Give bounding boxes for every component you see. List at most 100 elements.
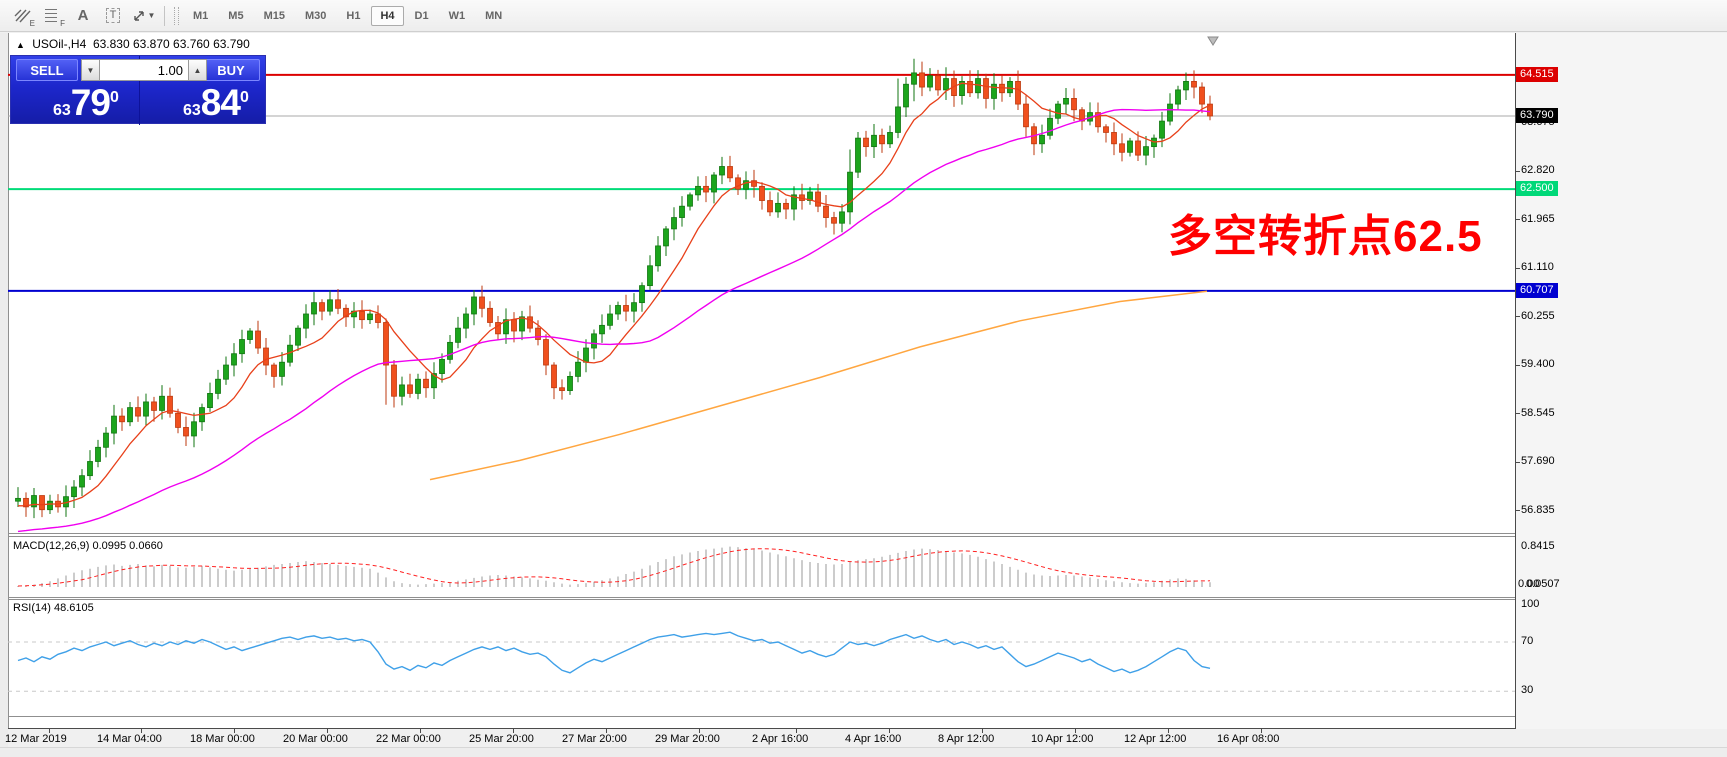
toolbar-drag-handle[interactable] [174, 6, 179, 25]
collapse-triangle-icon[interactable]: ▲ [16, 40, 25, 50]
time-tick-mark [513, 729, 514, 733]
price-tick-mark [1515, 364, 1520, 366]
price-tick-label: 62.820 [1521, 164, 1555, 177]
symbol-period-label: USOil-,H4 [32, 37, 87, 51]
chevron-down-icon: ▼ [147, 11, 156, 20]
time-tick-mark [1261, 729, 1262, 733]
price-tick-mark [1515, 219, 1520, 221]
buy-price-prefix: 63 [183, 102, 201, 119]
text-label-button[interactable]: A [68, 3, 98, 29]
price-tick-mark [1515, 461, 1520, 463]
rsi-label: RSI(14) 48.6105 [13, 602, 94, 614]
time-axis-label: 14 Mar 04:00 [97, 733, 162, 745]
time-axis-label: 2 Apr 16:00 [752, 733, 809, 745]
price-tick-label: 61.110 [1521, 261, 1554, 274]
time-axis-label: 18 Mar 00:00 [190, 733, 255, 745]
time-tick-mark [141, 729, 142, 733]
window-left-edge [0, 33, 8, 747]
time-tick-mark [234, 729, 235, 733]
text-box-button[interactable]: T [98, 3, 128, 29]
sell-price-sup: 0 [109, 89, 119, 106]
price-axis-background [1516, 33, 1727, 729]
time-tick-mark [1168, 729, 1169, 733]
timeframe-button-d1[interactable]: D1 [414, 9, 429, 22]
price-tick-mark [1515, 316, 1520, 318]
volume-increase-button[interactable]: ▲ [188, 59, 207, 81]
price-tick-label: 61.965 [1521, 212, 1555, 225]
timeframe-button-h4[interactable]: H4 [371, 5, 404, 26]
text-t-icon: T [105, 8, 121, 23]
macd-label: MACD(12,26,9) 0.0995 0.0660 [13, 540, 163, 552]
ohlc-quote-label: 63.830 63.870 63.760 63.790 [92, 37, 250, 51]
timeframe-button-mn[interactable]: MN [485, 9, 503, 22]
buy-price[interactable]: 63 84 0 [183, 82, 249, 123]
time-axis-label: 20 Mar 00:00 [283, 733, 348, 745]
time-tick-mark [327, 729, 328, 733]
time-tick-mark [796, 729, 797, 733]
shift-marker-icon[interactable] [1207, 36, 1219, 46]
candles-layer [15, 58, 1213, 519]
pane-borders [8, 533, 1515, 717]
chart-canvas [8, 36, 1515, 717]
sell-price-main: 79 [70, 82, 111, 123]
price-tick-label: 60.255 [1521, 309, 1555, 322]
macd-axis-overlap-label: 0.00 [1518, 578, 1540, 590]
time-axis-label: 8 Apr 12:00 [938, 733, 995, 745]
time-axis-label: 25 Mar 20:00 [469, 733, 534, 745]
timeframe-button-m1[interactable]: M1 [193, 9, 209, 22]
time-axis-label: 12 Mar 2019 [5, 733, 67, 745]
price-tick-label: 57.690 [1521, 455, 1555, 468]
timeframe-button-w1[interactable]: W1 [448, 9, 466, 22]
chart-background [8, 33, 1515, 729]
volume-input[interactable] [100, 59, 188, 81]
time-tick-mark [889, 729, 890, 733]
timeframe-button-m15[interactable]: M15 [263, 9, 285, 22]
macd-axis-top-label: 0.8415 [1521, 540, 1555, 552]
price-tick-label: 56.835 [1521, 503, 1555, 516]
macd-layer [17, 546, 1211, 587]
price-badge: 64.515 [1516, 66, 1558, 82]
grid-tool-button[interactable]: F [38, 3, 68, 29]
time-tick-mark [606, 729, 607, 733]
annotation-text: 多空转折点62.5 [1168, 212, 1483, 261]
timeframe-button-m30[interactable]: M30 [304, 9, 327, 22]
time-axis-label: 16 Apr 08:00 [1217, 733, 1280, 745]
one-click-trade-panel: SELL BUY ▼ ▲ 63 79 0 63 84 0 [10, 55, 266, 125]
sell-price[interactable]: 63 79 0 [53, 82, 119, 123]
arrows-icon [133, 10, 144, 21]
toolbar-separator [164, 5, 165, 26]
hatch-tool-button[interactable]: E [8, 3, 38, 29]
price-tick-label: 59.400 [1521, 358, 1555, 371]
price-tick-label: 58.545 [1521, 406, 1555, 419]
rsi-level-label: 100 [1521, 598, 1540, 611]
volume-stepper: ▼ ▲ [81, 59, 207, 81]
time-axis-line [8, 728, 1516, 729]
window-bottom-edge [0, 747, 1727, 757]
buy-button[interactable]: BUY [202, 59, 260, 81]
rsi-level-label: 30 [1521, 684, 1534, 697]
time-axis-label: 10 Apr 12:00 [1031, 733, 1094, 745]
shapes-tool-button[interactable]: ▼ [128, 3, 158, 29]
price-tick-mark [1515, 267, 1520, 269]
text-a-icon: A [77, 7, 89, 24]
timeframe-button-m5[interactable]: M5 [228, 9, 244, 22]
time-axis-label: 12 Apr 12:00 [1124, 733, 1187, 745]
rsi-level-label: 70 [1521, 635, 1534, 647]
time-tick-mark [1075, 729, 1076, 733]
macd-axis-bottom-label: 0.0507 [1526, 578, 1560, 590]
grid-icon-letter: F [60, 18, 65, 28]
price-tick-mark [1515, 170, 1520, 172]
price-tick-mark [1515, 510, 1520, 512]
price-badge: 60.707 [1516, 282, 1558, 298]
sell-button[interactable]: SELL [16, 59, 78, 81]
timeframe-button-h1[interactable]: H1 [346, 9, 361, 22]
moving-averages-layer [17, 82, 1211, 533]
time-tick-mark [420, 729, 421, 733]
volume-decrease-button[interactable]: ▼ [81, 59, 100, 81]
rsi-layer [8, 631, 1515, 692]
chart-title: ▲ USOil-,H4 63.830 63.870 63.760 63.790 [16, 37, 250, 51]
price-axis-line [1515, 33, 1516, 729]
time-axis-label: 4 Apr 16:00 [845, 733, 902, 745]
toolbar: E F A T ▼ M1 M5 M15 M30 H1 H4 D1 W1 MN [0, 0, 1727, 32]
buy-price-main: 84 [200, 82, 241, 123]
